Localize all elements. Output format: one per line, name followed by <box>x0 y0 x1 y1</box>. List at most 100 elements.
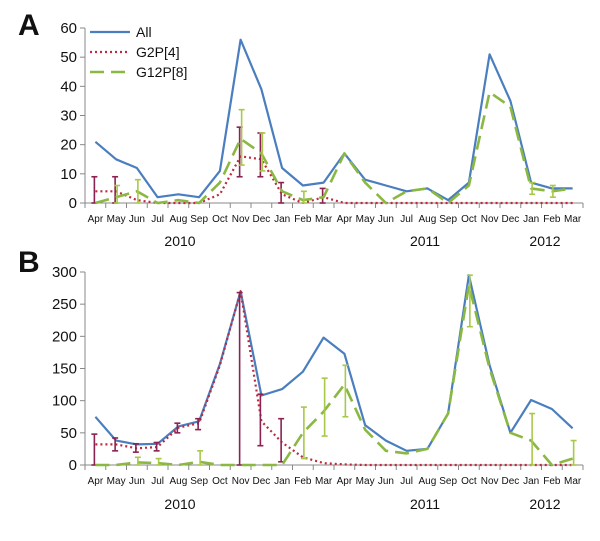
x-tick-label: Jul <box>400 476 413 487</box>
x-tick-label: Apr <box>337 214 353 225</box>
x-tick-label: Feb <box>543 214 561 225</box>
error-bar <box>91 433 98 466</box>
x-tick-label: Sep <box>439 214 457 225</box>
x-tick-label: Jan <box>523 214 539 225</box>
x-tick-label: Mar <box>564 476 582 487</box>
x-tick-label: Feb <box>294 214 312 225</box>
x-tick-label: Jan <box>523 476 539 487</box>
y-tick-label: 60 <box>60 20 77 37</box>
series-line-all <box>94 38 573 202</box>
x-tick-label: Oct <box>212 476 228 487</box>
x-tick-label: Feb <box>543 476 561 487</box>
x-tick-label: Dec <box>501 214 519 225</box>
x-tick-label: Aug <box>169 476 187 487</box>
y-tick-label: 50 <box>60 49 77 66</box>
x-tick-label: Jun <box>129 476 145 487</box>
x-tick-label: Jun <box>129 214 145 225</box>
error-bar <box>300 190 307 204</box>
panel-letter: B <box>18 246 40 279</box>
error-bar <box>278 181 285 204</box>
series-line-all <box>94 274 574 452</box>
x-tick-label: Aug <box>418 476 436 487</box>
error-bar <box>155 457 162 466</box>
error-bar <box>174 422 181 434</box>
x-tick-label: May <box>107 214 126 225</box>
error-bar <box>112 437 119 452</box>
x-tick-label: Sep <box>190 214 208 225</box>
x-tick-label: May <box>107 476 126 487</box>
y-tick-label: 40 <box>60 78 77 95</box>
y-tick-label: 100 <box>52 393 77 410</box>
x-tick-label: Oct <box>212 214 228 225</box>
x-tick-label: Aug <box>169 214 187 225</box>
error-bar <box>134 178 141 204</box>
error-bar <box>238 108 245 166</box>
x-tick-label: Oct <box>461 214 477 225</box>
year-label: 2012 <box>529 496 560 512</box>
y-tick-label: 0 <box>69 195 77 212</box>
error-bar <box>570 439 577 466</box>
year-label: 2012 <box>529 233 560 249</box>
error-bar <box>132 442 139 453</box>
year-label: 2011 <box>410 496 440 512</box>
error-bar <box>300 406 307 460</box>
y-tick-label: 20 <box>60 137 77 154</box>
x-tick-label: Jan <box>274 214 290 225</box>
x-tick-label: May <box>356 214 375 225</box>
x-tick-label: Apr <box>88 214 104 225</box>
error-bar <box>257 393 264 447</box>
year-label: 2011 <box>410 233 440 249</box>
x-tick-label: Jun <box>378 476 394 487</box>
x-tick-label: Oct <box>461 476 477 487</box>
x-tick-label: Mar <box>315 214 333 225</box>
error-bar <box>195 417 202 431</box>
error-bar <box>153 441 160 452</box>
y-tick-label: 0 <box>69 457 77 474</box>
error-bar <box>114 184 121 204</box>
x-tick-label: Apr <box>337 476 353 487</box>
series-line-g2p4 <box>95 290 573 467</box>
error-bar <box>529 412 536 466</box>
error-bar <box>259 132 266 172</box>
error-bar <box>134 456 141 466</box>
x-tick-label: May <box>356 476 375 487</box>
x-tick-label: Feb <box>294 476 312 487</box>
x-tick-label: Jul <box>400 214 413 225</box>
error-bar <box>91 175 98 204</box>
legend-label: G2P[4] <box>136 44 180 60</box>
error-bar <box>466 274 473 328</box>
x-tick-label: Mar <box>315 476 333 487</box>
year-label: 2010 <box>164 496 195 512</box>
x-tick-label: Jan <box>274 476 290 487</box>
panel-letter: A <box>18 9 40 42</box>
legend-label: All <box>136 24 152 40</box>
x-tick-label: Sep <box>439 476 457 487</box>
x-tick-label: Aug <box>418 214 436 225</box>
x-tick-label: Nov <box>232 214 250 225</box>
error-bar <box>197 450 204 466</box>
error-bar <box>321 377 328 437</box>
x-tick-label: Nov <box>232 476 250 487</box>
y-tick-label: 200 <box>52 328 77 345</box>
x-tick-label: Dec <box>252 476 270 487</box>
y-tick-label: 10 <box>60 166 77 183</box>
x-tick-label: Nov <box>481 476 499 487</box>
y-tick-label: 150 <box>52 361 77 378</box>
error-bar <box>319 187 326 204</box>
x-tick-label: Jun <box>378 214 394 225</box>
error-bar <box>278 417 285 463</box>
x-tick-label: Apr <box>88 476 104 487</box>
x-tick-label: Sep <box>190 476 208 487</box>
y-tick-label: 300 <box>52 264 77 281</box>
year-label: 2010 <box>164 233 195 249</box>
series-line-g12p8 <box>95 90 573 205</box>
y-tick-label: 50 <box>60 425 77 442</box>
y-tick-label: 250 <box>52 296 77 313</box>
x-tick-label: Dec <box>501 476 519 487</box>
x-tick-label: Dec <box>252 214 270 225</box>
series-line-g2p4 <box>95 155 573 205</box>
legend: All G2P[4] G12P[8] <box>90 24 187 80</box>
legend-label: G12P[8] <box>136 64 187 80</box>
